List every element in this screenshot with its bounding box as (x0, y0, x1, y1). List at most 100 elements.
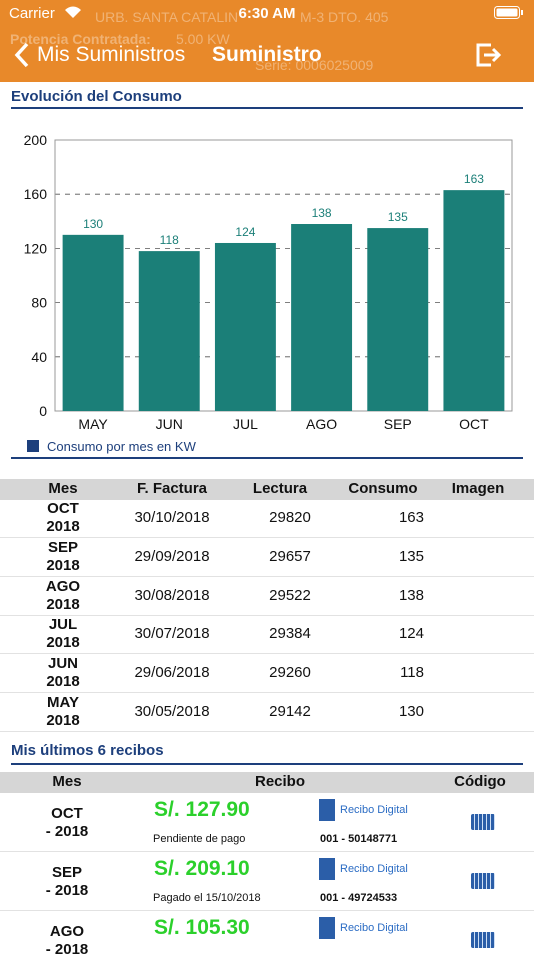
reading: 29142 (269, 703, 311, 720)
divider (11, 457, 523, 459)
value-label: 138 (312, 206, 332, 220)
year: 2018 (46, 518, 80, 535)
row-divider (0, 653, 534, 655)
value-label: 130 (83, 217, 103, 231)
x-tick-label: SEP (384, 416, 412, 432)
consumption: 118 (400, 664, 424, 682)
nav-title: Suministro (212, 43, 322, 66)
receipt-icon[interactable] (319, 799, 335, 821)
y-tick-label: 0 (39, 403, 47, 419)
value-label: 124 (235, 225, 255, 239)
receipt-link[interactable]: Recibo Digital (340, 863, 408, 875)
divider (11, 763, 523, 765)
x-tick-label: OCT (459, 416, 489, 432)
value-label: 118 (160, 233, 179, 247)
amount: S/. 105.30 (154, 916, 250, 939)
consumption: 130 (398, 703, 424, 720)
month: OCT (51, 805, 83, 822)
y-tick-label: 40 (31, 349, 47, 365)
divider (11, 107, 523, 109)
month: SEP (47, 538, 79, 556)
bar (443, 190, 505, 411)
month: MAY (47, 694, 79, 711)
consumption: 124 (398, 625, 424, 643)
wifi-icon (65, 6, 81, 18)
row-divider (0, 851, 534, 852)
bar (214, 242, 276, 411)
table-header (0, 479, 534, 500)
x-tick-label: JUL (233, 416, 258, 432)
consumption: 135 (398, 547, 424, 565)
bar (367, 228, 429, 411)
legend-swatch (27, 440, 39, 452)
month: AGO (45, 577, 81, 595)
bar (138, 251, 200, 411)
column-header: Mes (52, 773, 82, 790)
x-tick-label: JUN (156, 416, 183, 432)
battery-icon (494, 6, 523, 19)
row-divider (0, 614, 534, 616)
invoice-date: 29/09/2018 (134, 547, 210, 565)
receipt-icon[interactable] (319, 917, 335, 939)
month: JUL (48, 616, 78, 634)
amount: S/. 209.10 (154, 857, 250, 880)
invoice-date: 30/08/2018 (134, 586, 210, 604)
chart: 0 40 80 120 160 200 130 118 124 138 135 163 Consumo … (24, 132, 513, 454)
power-label: Potencia Contratada: (10, 31, 151, 47)
invoice-date: 30/10/2018 (134, 509, 210, 526)
address: M-3 DTO. 405 (300, 9, 389, 25)
year: 2018 (46, 712, 80, 729)
month: AGO (49, 923, 85, 940)
barcode-button[interactable] (471, 873, 495, 889)
column-header: F. Factura (136, 480, 208, 497)
row-divider (0, 731, 534, 732)
reading: 29260 (269, 664, 311, 682)
reading: 29657 (269, 547, 311, 565)
invoice-date: 29/06/2018 (134, 664, 210, 682)
status: Pendiente de pago (153, 833, 246, 845)
serial: Serie: 0006025009 (255, 57, 374, 73)
month: OCT (47, 500, 79, 517)
y-tick-label: 160 (24, 186, 48, 202)
clock: 6:30 AM (238, 5, 296, 22)
receipt-icon[interactable] (319, 858, 335, 880)
receipt-link[interactable]: Recibo Digital (340, 804, 408, 816)
row-divider (0, 575, 534, 577)
invoice-date: 30/05/2018 (134, 703, 210, 720)
column-header: Código (454, 773, 506, 790)
column-header: Mes (48, 480, 78, 497)
x-tick-label: MAY (78, 416, 108, 432)
invoice-date: 30/07/2018 (134, 625, 210, 643)
receipt-code: 001 - 49724533 (320, 892, 398, 904)
barcode-button[interactable] (471, 932, 495, 948)
back-button[interactable]: Mis Suministros (37, 43, 186, 66)
value-label: 135 (388, 210, 408, 224)
reading: 29384 (269, 625, 311, 643)
consumption: 163 (398, 509, 424, 526)
consumption: 138 (398, 586, 424, 604)
y-tick-label: 120 (24, 240, 48, 256)
logout-button[interactable] (475, 42, 503, 68)
amount: S/. 127.90 (154, 798, 250, 821)
row-divider (0, 537, 534, 538)
year: 2018 (46, 673, 80, 691)
year: - 2018 (45, 823, 89, 840)
back-chevron[interactable] (14, 42, 30, 68)
reading: 29820 (269, 509, 311, 526)
year: - 2018 (45, 882, 89, 899)
power-value: 5.00 KW (176, 31, 230, 47)
column-header: Lectura (252, 480, 308, 497)
column-header: Recibo (254, 773, 306, 790)
section-title: Mis últimos 6 recibos (11, 742, 164, 759)
year: 2018 (46, 595, 80, 613)
barcode-button[interactable] (471, 814, 495, 830)
receipt-code: 001 - 50148771 (320, 833, 398, 845)
column-header: Consumo (348, 480, 418, 497)
row-divider (0, 692, 534, 694)
column-header: Imagen (451, 480, 505, 497)
receipt-link[interactable]: Recibo Digital (340, 922, 408, 934)
reading: 29522 (269, 586, 311, 604)
y-tick-label: 80 (31, 295, 47, 311)
carrier: Carrier (9, 5, 55, 22)
